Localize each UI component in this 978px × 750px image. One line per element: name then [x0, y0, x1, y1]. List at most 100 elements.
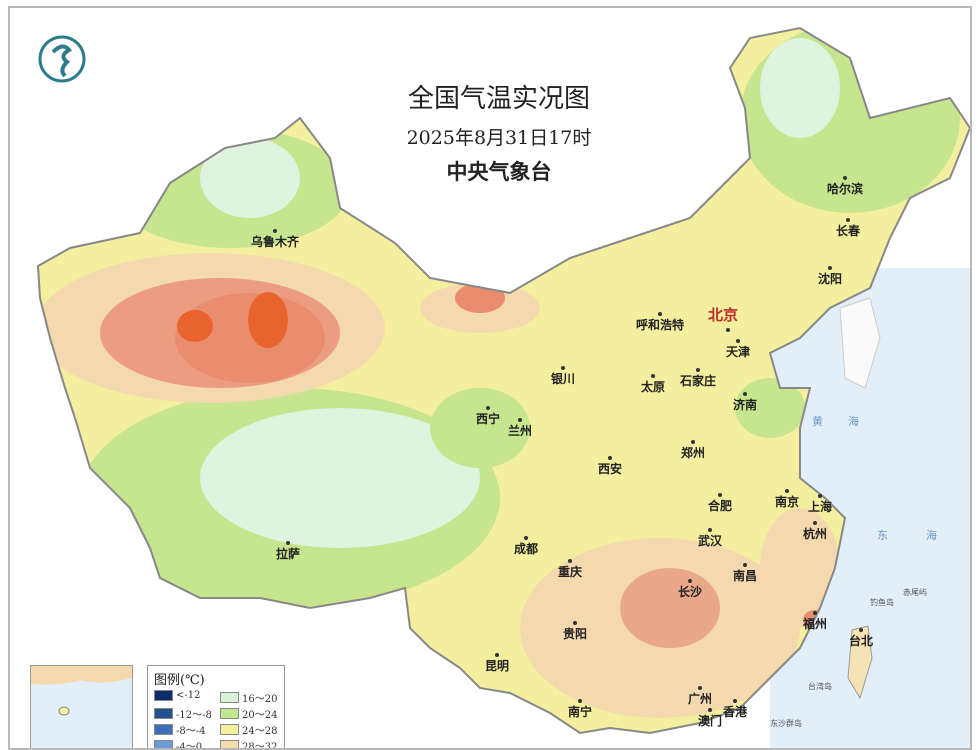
sea-label: 东	[877, 529, 888, 542]
city-marker	[524, 536, 528, 540]
legend-item: -12～-8	[154, 706, 212, 721]
city-marker	[651, 374, 655, 378]
city-label: 昆明	[485, 659, 510, 673]
city-marker	[708, 528, 712, 532]
legend-item: 20～24	[220, 706, 277, 721]
legend-item: <-12	[154, 690, 200, 701]
legend-swatch	[220, 692, 239, 703]
map-frame: 全国气温实况图 2025年8月31日17时 中央气象台 北京 乌鲁木齐天津 哈尔滨…	[8, 6, 972, 750]
legend-label: -4～0	[176, 742, 203, 750]
city-label: 太原	[641, 380, 666, 394]
legend: 图例(℃) <-12 -12～-8 -8～-4 -4～0 16～20 20～24 24～28…	[147, 665, 285, 750]
city-label: 乌鲁木齐	[251, 235, 300, 249]
capital-label: 北京	[708, 306, 739, 324]
city-marker	[736, 339, 740, 343]
island-label: 钓鱼岛	[870, 598, 894, 607]
city-marker	[273, 229, 277, 233]
city-label: 南京	[775, 495, 800, 509]
south-china-sea-inset	[30, 665, 133, 748]
legend-item: -8～-4	[154, 722, 205, 737]
legend-label: 24～28	[242, 726, 278, 737]
legend-label: 20～24	[242, 710, 278, 721]
city-marker	[691, 440, 695, 444]
city-label: 杭州	[803, 527, 828, 541]
legend-title: 图例(℃)	[154, 673, 205, 688]
city-label: 武汉	[698, 534, 723, 548]
city-marker	[561, 366, 565, 370]
city-label: 澳门	[698, 714, 723, 728]
city-label: 西安	[598, 462, 623, 476]
city-label: 台北	[849, 634, 874, 648]
city-marker	[286, 541, 290, 545]
city-marker	[486, 406, 490, 410]
city-label: 广州	[688, 692, 713, 706]
city-label: 石家庄	[680, 374, 717, 388]
legend-swatch	[154, 740, 173, 748]
legend-swatch	[154, 724, 173, 735]
island-label: 东沙群岛	[770, 719, 802, 728]
temperature-map	[36, 26, 970, 748]
city-label: 长春	[836, 224, 861, 238]
city-label: 上海	[808, 500, 833, 514]
city-marker	[859, 628, 863, 632]
city-label: 沈阳	[818, 272, 843, 286]
city-marker	[578, 699, 582, 703]
map-publisher: 中央气象台	[446, 160, 552, 184]
city-label: 成都	[514, 542, 539, 556]
city-label: 西宁	[476, 412, 501, 426]
city-label: 济南	[733, 398, 758, 412]
city-label: 郑州	[681, 446, 706, 460]
city-label: 呼和浩特	[636, 318, 685, 332]
city-label: 南昌	[733, 569, 758, 583]
city-marker	[708, 708, 712, 712]
legend-swatch	[220, 724, 239, 735]
city-marker	[743, 392, 747, 396]
city-label: 南宁	[568, 705, 593, 719]
capital-marker	[726, 328, 730, 332]
island-label: 台湾岛	[808, 682, 832, 691]
city-label: 银川	[551, 372, 576, 386]
legend-label: -12～-8	[176, 710, 212, 721]
legend-item: -4～0	[154, 738, 203, 750]
city-marker	[828, 266, 832, 270]
city-marker	[608, 456, 612, 460]
sea-label: 黄	[812, 415, 823, 428]
city-label: 哈尔滨	[827, 182, 864, 196]
city-marker	[743, 563, 747, 567]
map-datetime: 2025年8月31日17时	[406, 127, 592, 149]
city-marker	[785, 489, 789, 493]
legend-label: 28～32	[242, 742, 278, 750]
map-title: 全国气温实况图	[407, 84, 590, 114]
city-label: 贵阳	[563, 627, 588, 641]
city-marker	[518, 418, 522, 422]
city-marker	[813, 611, 817, 615]
legend-swatch	[154, 708, 173, 719]
legend-label: 16～20	[242, 694, 278, 705]
city-label: 长沙	[678, 585, 703, 599]
city-marker	[818, 494, 822, 498]
city-marker	[733, 699, 737, 703]
city-label: 拉萨	[276, 547, 301, 561]
legend-swatch	[154, 690, 173, 701]
island-label: 赤尾屿	[903, 588, 927, 597]
legend-label: <-12	[176, 690, 201, 701]
city-marker	[495, 653, 499, 657]
city-marker	[846, 218, 850, 222]
city-marker	[658, 312, 662, 316]
legend-item: 16～20	[220, 690, 277, 705]
city-marker	[688, 579, 692, 583]
legend-swatch	[220, 740, 239, 748]
taiwan-island	[847, 625, 873, 700]
legend-item: 24～28	[220, 722, 277, 737]
city-marker	[696, 368, 700, 372]
city-label: 天津	[726, 345, 751, 359]
city-label: 重庆	[558, 565, 583, 579]
city-marker	[573, 621, 577, 625]
legend-label: -8～-4	[176, 726, 206, 737]
legend-item: 28～32	[220, 738, 278, 750]
city-label: 合肥	[708, 499, 733, 513]
china-border	[36, 26, 970, 735]
city-marker	[843, 176, 847, 180]
cma-logo-icon	[37, 34, 87, 84]
sea-label: 海	[848, 415, 859, 428]
